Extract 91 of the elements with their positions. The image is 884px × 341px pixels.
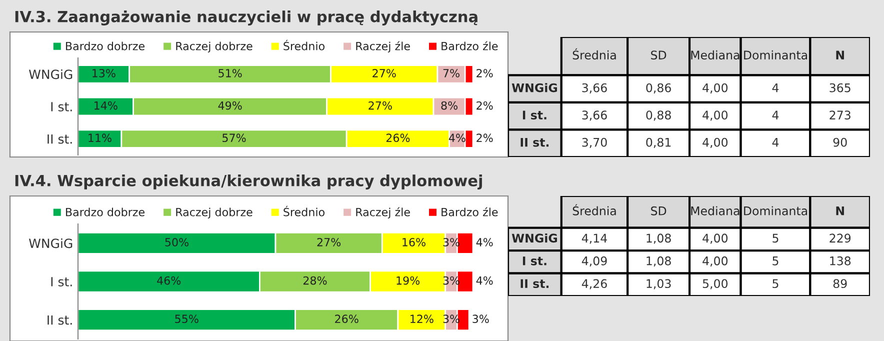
legend-label: Średnio (284, 206, 324, 216)
category-label: Dominanta (744, 50, 808, 60)
text: 4,26 (582, 279, 607, 290)
data-label: 57% (222, 134, 246, 142)
data-label: 2% (476, 101, 493, 110)
legend-label: Raczej źle (356, 207, 410, 218)
legend-label: Bardzo źle (442, 207, 498, 216)
text: 5 (772, 234, 778, 243)
text: 90 (833, 138, 847, 147)
chart-title: IV.4. Wsparcie opiekuna/kierownika pracy dyplomowej (15, 174, 482, 190)
text: 4 (772, 110, 779, 120)
category-label: II st. (520, 138, 549, 147)
legend-label: Średnio (284, 40, 324, 50)
text: 89 (833, 279, 847, 288)
legend-label: Raczej dobrze (176, 42, 252, 52)
data-label: 51% (218, 68, 242, 78)
data-label: 2% (476, 134, 493, 142)
data-label: 27% (368, 101, 392, 110)
data-label: 3% (472, 314, 489, 324)
y-tick-label: WNGiG (29, 69, 72, 80)
text: 273 (830, 110, 850, 120)
text: 4,00 (702, 83, 728, 94)
text: 4 (772, 138, 779, 147)
category-label: Średnia (572, 48, 616, 60)
data-label: 14% (94, 101, 118, 110)
data-label: 49% (218, 101, 242, 110)
data-label: 26% (386, 134, 410, 142)
y-tick-label: II st. (48, 315, 72, 325)
category-label: WNGiG (512, 83, 557, 92)
data-label: 55% (175, 314, 198, 324)
text: 4,00 (702, 256, 728, 267)
category-label: WNGiG (512, 233, 557, 243)
text: 0,88 (646, 110, 671, 121)
y-tick-label: I st. (51, 277, 72, 286)
text: 5 (772, 256, 778, 266)
text: 1,08 (646, 256, 671, 267)
data-label: 26% (335, 314, 358, 324)
y-tick-label: I st. (51, 102, 72, 112)
data-label: 27% (372, 68, 396, 78)
legend-label: Bardzo źle (442, 41, 498, 50)
category-label: Średnia (572, 204, 616, 216)
category-label: N (836, 50, 844, 60)
category-label: SD (651, 50, 666, 60)
data-label: 46% (157, 276, 181, 285)
chart-title: IV.3. Zaangażowanie nauczycieli w pracę dydaktyczną (15, 10, 478, 26)
category-label: SD (651, 206, 666, 216)
y-tick-label: WNGiG (29, 238, 72, 248)
category-label: Dominanta (744, 206, 808, 216)
data-label: 4% (476, 238, 493, 246)
data-label: 13% (92, 68, 116, 78)
legend-label: Bardzo dobrze (66, 208, 144, 216)
text: 4,00 (702, 110, 728, 121)
data-label: 4% (476, 276, 493, 285)
text: 4,00 (702, 234, 728, 244)
data-label: 8% (441, 101, 458, 110)
data-label: 2% (476, 68, 493, 78)
text: 3,66 (582, 83, 607, 94)
text: 4 (772, 83, 779, 92)
text: 4,14 (582, 234, 607, 244)
text: 5,00 (702, 279, 728, 290)
text: 365 (830, 83, 850, 92)
data-label: 50% (165, 238, 188, 246)
data-label: 4% (448, 134, 466, 142)
category-label: Mediana (691, 50, 740, 60)
y-tick-label: II st. (48, 134, 72, 144)
text: 0,86 (646, 83, 671, 94)
text: 0,81 (646, 138, 671, 148)
text: 3,66 (582, 110, 607, 121)
legend-label: Bardzo dobrze (66, 42, 144, 50)
category-label: II st. (520, 279, 549, 288)
data-label: 7% (443, 68, 460, 78)
text: 1,03 (646, 279, 671, 290)
legend-label: Raczej źle (356, 41, 410, 52)
data-label: 11% (88, 134, 112, 142)
category-label: N (836, 206, 844, 216)
data-label: 27% (317, 238, 341, 246)
text: 4,09 (582, 256, 607, 267)
data-label: 19% (396, 276, 420, 285)
text: 1,08 (646, 234, 671, 244)
category-label: Mediana (691, 206, 740, 216)
legend-label: Raczej dobrze (176, 208, 252, 218)
text: 138 (830, 256, 851, 266)
text: 5 (772, 279, 778, 288)
category-label: I st. (522, 256, 546, 266)
category-label: I st. (522, 110, 546, 120)
data-label: 12% (410, 314, 434, 324)
data-label: 16% (402, 238, 426, 246)
text: 4,00 (702, 138, 728, 148)
text: 229 (830, 234, 851, 243)
data-label: 28% (303, 276, 327, 285)
text: 3,70 (582, 138, 607, 148)
